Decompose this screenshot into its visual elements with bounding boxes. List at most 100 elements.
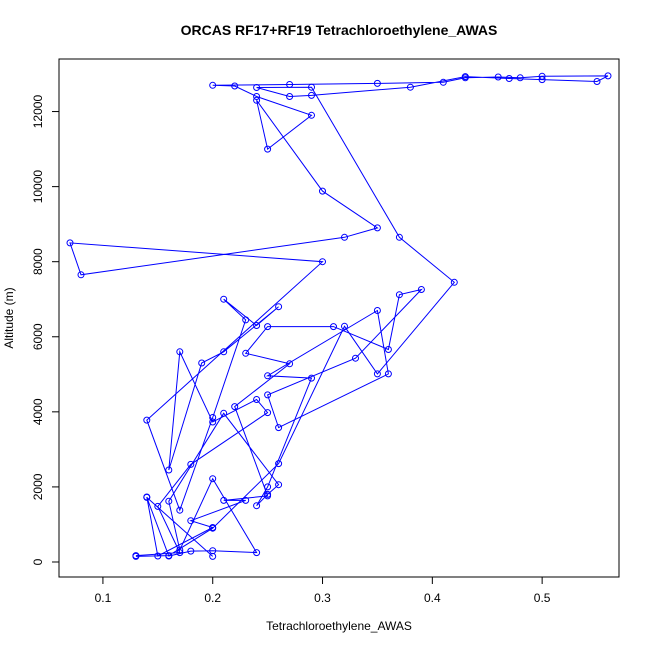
data-point xyxy=(450,278,458,286)
data-point xyxy=(209,475,217,483)
data-point xyxy=(341,233,348,241)
data-point xyxy=(264,145,272,153)
data-point xyxy=(461,73,469,81)
data-point xyxy=(275,481,283,489)
data-point xyxy=(209,524,217,531)
y-axis-label: Altitude (m) xyxy=(2,287,16,348)
series-2 xyxy=(143,286,425,560)
data-point xyxy=(330,323,337,331)
data-point xyxy=(395,233,403,241)
data-point xyxy=(538,76,546,84)
x-tick-label: 0.3 xyxy=(314,591,331,605)
data-point xyxy=(209,418,217,426)
plot-frame xyxy=(58,58,620,578)
y-tick-label: 12000 xyxy=(31,95,45,129)
data-point xyxy=(209,414,217,421)
data-point xyxy=(373,224,381,232)
data-point xyxy=(198,359,206,367)
data-point xyxy=(319,187,326,195)
y-tick-label: 10000 xyxy=(31,170,45,204)
x-tick-label: 0.4 xyxy=(424,591,441,605)
data-point xyxy=(264,372,272,380)
data-point xyxy=(439,78,447,86)
data-point xyxy=(286,360,294,368)
data-point xyxy=(209,81,217,89)
data-point xyxy=(308,111,315,119)
data-point xyxy=(154,552,162,560)
data-point xyxy=(264,490,272,498)
data-point xyxy=(187,460,195,468)
series-line xyxy=(69,75,609,557)
y-tick-label: 2000 xyxy=(31,473,45,500)
data-point xyxy=(286,93,294,100)
data-point xyxy=(220,409,228,417)
data-point xyxy=(538,72,546,80)
data-point xyxy=(286,81,294,88)
data-point xyxy=(143,416,151,424)
data-point xyxy=(308,83,315,91)
data-point xyxy=(242,316,250,324)
data-point xyxy=(373,307,381,314)
data-point xyxy=(231,82,239,90)
data-point xyxy=(319,258,326,266)
data-point xyxy=(604,72,612,80)
data-point xyxy=(275,303,283,311)
x-tick-label: 0.2 xyxy=(204,591,221,605)
data-point xyxy=(264,323,272,331)
data-point xyxy=(165,466,173,474)
data-point xyxy=(143,493,151,501)
data-point xyxy=(384,370,392,378)
data-point xyxy=(593,78,601,85)
data-point xyxy=(308,91,315,99)
data-point xyxy=(165,497,173,505)
data-point xyxy=(505,75,513,82)
y-tick-label: 6000 xyxy=(31,323,45,350)
data-point xyxy=(176,348,184,356)
data-point xyxy=(406,83,414,91)
data-point xyxy=(373,370,381,378)
y-tick-label: 0 xyxy=(31,558,45,565)
data-point xyxy=(494,73,502,81)
data-point xyxy=(176,506,184,514)
data-point xyxy=(253,322,261,329)
x-axis-label: Tetrachloroethylene_AWAS xyxy=(266,619,412,633)
data-point xyxy=(165,552,173,560)
data-point xyxy=(352,354,359,362)
x-tick-label: 0.1 xyxy=(95,591,112,605)
data-point xyxy=(187,547,195,555)
series-line xyxy=(146,288,423,557)
data-point xyxy=(231,403,239,411)
data-point xyxy=(242,349,250,357)
y-tick-label: 4000 xyxy=(31,398,45,425)
data-point xyxy=(154,502,162,510)
data-point xyxy=(187,517,195,525)
data-point xyxy=(220,496,228,504)
y-axis: 0 2000 4000 6000 8000 10000 12000 xyxy=(31,95,60,565)
chart-title: ORCAS RF17+RF19 Tetrachloroethylene_AWAS xyxy=(181,22,498,38)
x-axis: 0.1 0.2 0.3 0.4 0.5 xyxy=(95,576,551,605)
data-point xyxy=(253,549,261,557)
data-point xyxy=(253,96,261,104)
data-point xyxy=(253,93,261,100)
data-point xyxy=(253,502,261,510)
data-point xyxy=(132,552,140,560)
data-point xyxy=(253,396,261,403)
data-point xyxy=(209,552,217,560)
data-point xyxy=(220,295,228,303)
data-point xyxy=(395,291,403,299)
data-point xyxy=(176,546,184,554)
data-point xyxy=(264,483,272,491)
data-point xyxy=(373,79,381,87)
data-point xyxy=(264,391,272,399)
data-point xyxy=(384,346,392,353)
data-point xyxy=(77,271,85,279)
series-layer xyxy=(66,72,612,560)
data-point xyxy=(417,286,425,293)
data-point xyxy=(253,84,261,91)
data-point xyxy=(264,409,272,417)
data-point xyxy=(516,74,524,82)
data-point xyxy=(341,322,348,330)
data-point xyxy=(220,348,228,356)
data-point xyxy=(308,374,315,382)
